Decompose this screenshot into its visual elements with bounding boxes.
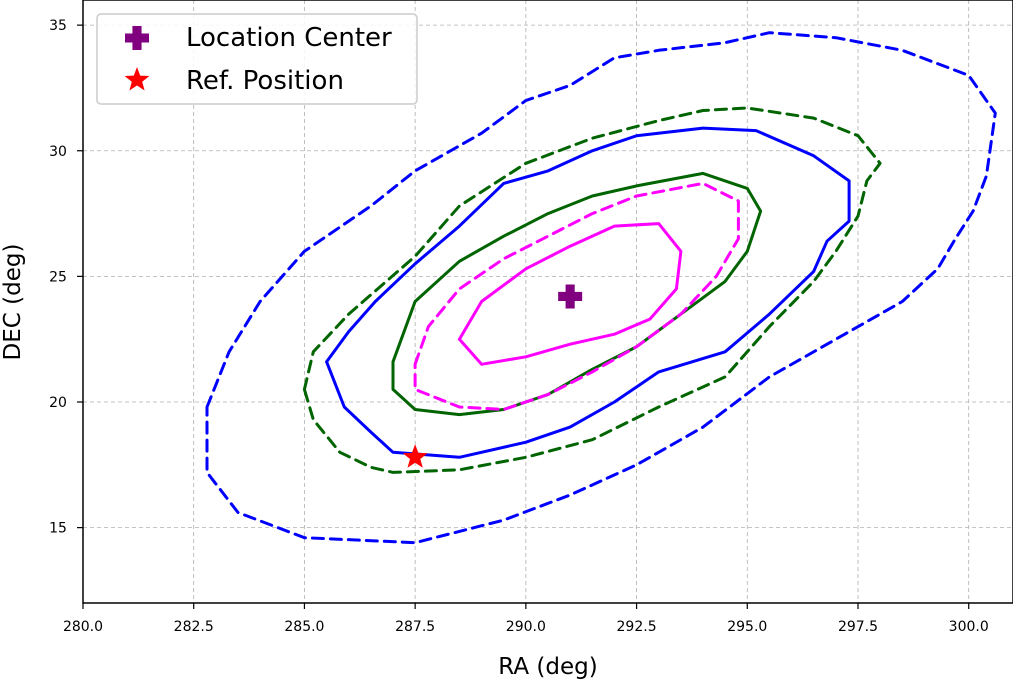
contour-green-dashed <box>302 106 882 474</box>
ref-position-marker <box>402 444 428 468</box>
contour-magenta-dashed <box>413 181 740 411</box>
y-axis: 15 20 25 30 35 <box>49 18 83 537</box>
contour-blue-dashed <box>205 31 997 545</box>
y-tick-label: 15 <box>49 521 67 537</box>
contour-blue-solid <box>325 126 851 459</box>
contour-series <box>205 31 997 545</box>
contour-magenta-solid <box>457 222 683 366</box>
legend-label-ref-position: Ref. Position <box>186 66 344 96</box>
x-tick-label: 282.5 <box>174 619 214 635</box>
plot-frame <box>82 0 1013 604</box>
x-tick-label: 292.5 <box>617 619 657 635</box>
y-tick-label: 25 <box>49 269 67 285</box>
x-tick-label: 295.0 <box>727 619 767 635</box>
y-tick-label: 35 <box>49 18 67 34</box>
legend-box <box>96 13 418 105</box>
x-tick-label: 280.0 <box>63 619 103 635</box>
y-axis-label: DEC (deg) <box>0 244 26 361</box>
y-tick-label: 30 <box>49 144 67 160</box>
legend-plus-icon <box>125 26 149 50</box>
location-center-marker <box>558 284 583 309</box>
markers <box>402 284 583 468</box>
x-axis: 280.0 282.5 285.0 287.5 290.0 292.5 295.0 297.5… <box>63 603 989 635</box>
x-tick-label: 300.0 <box>949 619 989 635</box>
legend-plus-shape <box>125 26 149 50</box>
legend: Location Center Ref. Position <box>96 13 418 105</box>
contour-green-solid <box>391 171 763 417</box>
legend-star-icon <box>124 67 150 91</box>
legend-label-location-center: Location Center <box>186 23 392 53</box>
x-tick-label: 297.5 <box>838 619 878 635</box>
x-tick-label: 287.5 <box>395 619 435 635</box>
legend-star-shape <box>124 67 150 91</box>
y-tick-label: 20 <box>49 395 67 411</box>
x-tick-label: 285.0 <box>284 619 324 635</box>
x-axis-label: RA (deg) <box>498 654 597 680</box>
x-tick-label: 290.0 <box>506 619 546 635</box>
